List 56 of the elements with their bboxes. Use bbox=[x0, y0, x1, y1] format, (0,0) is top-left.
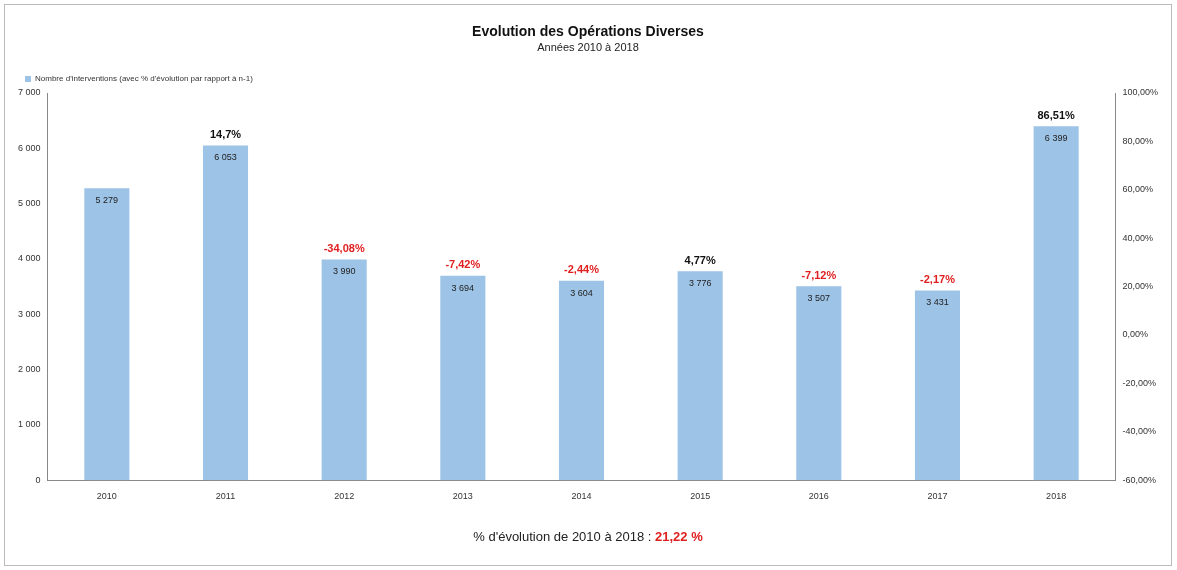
data-label: 3 604 bbox=[570, 287, 593, 298]
y2-tick-label: 40,00% bbox=[1122, 232, 1153, 243]
annotation: -7,42% bbox=[445, 258, 481, 271]
annotation: -2,44% bbox=[564, 263, 600, 276]
y2-tick-label: -60,00% bbox=[1122, 474, 1156, 485]
bar bbox=[677, 271, 723, 481]
data-label: 3 507 bbox=[807, 293, 831, 304]
annotation: 4,77% bbox=[684, 253, 716, 266]
x-tick-label: 2018 bbox=[1046, 491, 1067, 502]
y-tick-label: 2 000 bbox=[17, 364, 41, 375]
y-tick-label: 1 000 bbox=[17, 419, 41, 430]
chart-title: Evolution des Opérations Diverses bbox=[471, 23, 705, 39]
x-tick-label: 2010 bbox=[96, 491, 117, 502]
annotation: -34,08% bbox=[323, 242, 365, 255]
y-tick-label: 6 000 bbox=[17, 142, 41, 153]
x-tick-label: 2014 bbox=[571, 491, 592, 502]
y-tick-label: 5 000 bbox=[17, 198, 41, 209]
bar bbox=[796, 286, 842, 481]
data-label: 5 279 bbox=[95, 195, 119, 206]
y2-tick-label: 60,00% bbox=[1122, 184, 1153, 195]
y2-tick-label: 100,00% bbox=[1122, 87, 1158, 98]
text: % d'évolution de 2010 à 2018 : 21,22 % bbox=[472, 529, 704, 544]
data-label: 6 053 bbox=[214, 152, 237, 163]
data-label: 3 431 bbox=[926, 297, 949, 308]
annotation: 86,51% bbox=[1037, 108, 1076, 121]
y2-tick-label: 20,00% bbox=[1122, 281, 1153, 292]
x-tick-label: 2016 bbox=[808, 491, 829, 502]
annotation: -2,17% bbox=[920, 272, 956, 285]
data-label: 6 399 bbox=[1044, 133, 1068, 144]
x-tick-label: 2012 bbox=[334, 491, 355, 502]
y-tick-label: 0 bbox=[35, 474, 41, 485]
y2-tick-label: -20,00% bbox=[1122, 377, 1156, 388]
x-tick-label: 2015 bbox=[690, 491, 711, 502]
y-tick-label: 4 000 bbox=[17, 253, 41, 264]
data-label: 3 776 bbox=[688, 278, 712, 289]
bar bbox=[202, 145, 249, 481]
bar bbox=[558, 280, 605, 481]
legend-label: Nombre d'interventions (avec % d'évolution par rapport à n-1) bbox=[35, 74, 254, 84]
bar bbox=[321, 259, 367, 481]
data-label: 3 694 bbox=[451, 282, 475, 293]
bar bbox=[440, 275, 486, 481]
annotation: -7,12% bbox=[801, 268, 837, 281]
data-label: 3 990 bbox=[332, 266, 356, 277]
y-tick-label: 7 000 bbox=[17, 87, 41, 98]
bar bbox=[914, 290, 961, 481]
chart-subtitle: Années 2010 à 2018 bbox=[536, 41, 640, 53]
y-tick-label: 3 000 bbox=[17, 308, 41, 319]
x-tick-label: 2013 bbox=[452, 491, 473, 502]
x-tick-label: 2017 bbox=[927, 491, 948, 502]
bar bbox=[84, 188, 130, 481]
y2-tick-label: -40,00% bbox=[1122, 426, 1156, 437]
bar bbox=[1033, 126, 1079, 481]
y2-tick-label: 80,00% bbox=[1122, 135, 1153, 146]
y2-tick-label: 0,00% bbox=[1122, 329, 1148, 340]
x-tick-label: 2011 bbox=[215, 491, 236, 502]
annotation: 14,7% bbox=[209, 127, 242, 140]
